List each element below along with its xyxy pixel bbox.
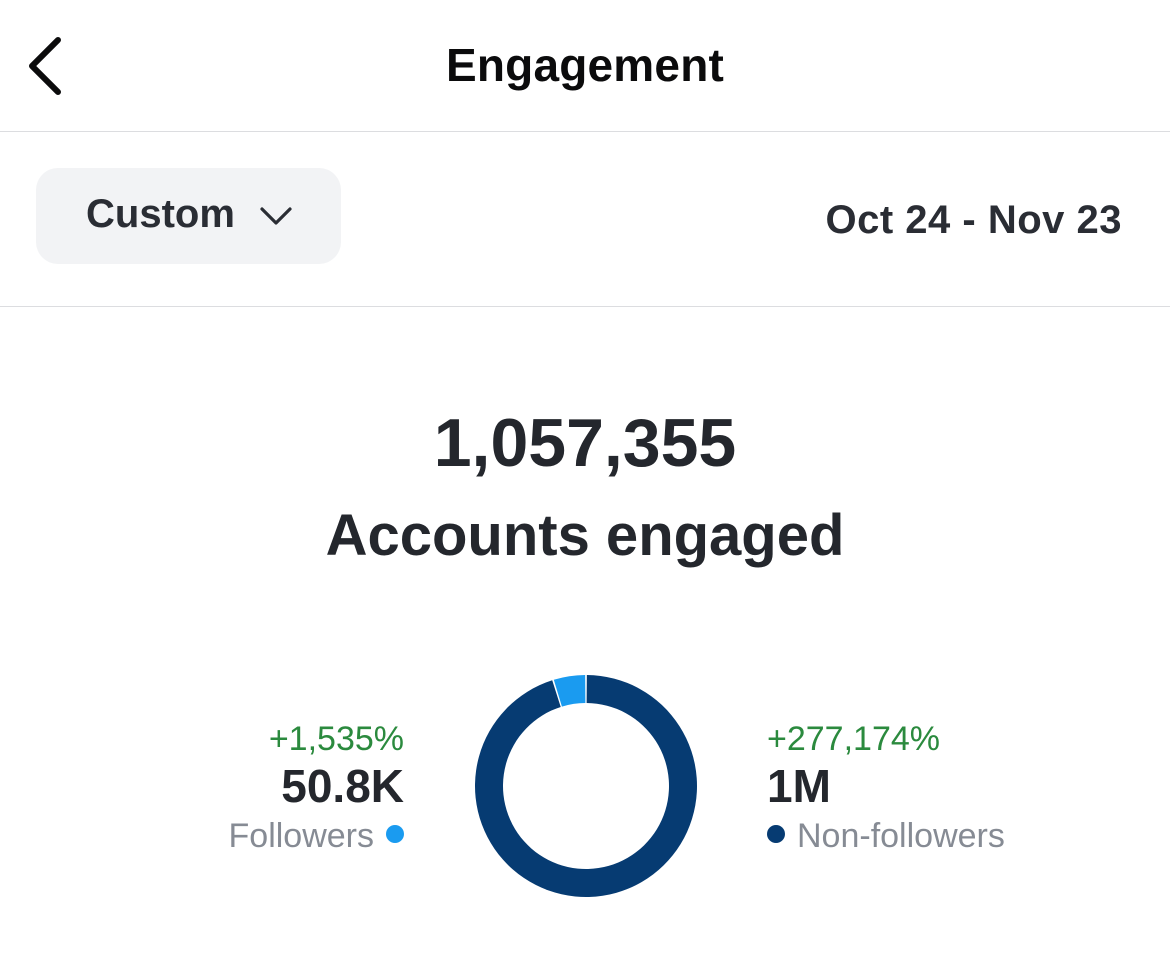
non-followers-label: Non-followers <box>797 817 1005 855</box>
engagement-donut-chart <box>475 675 697 897</box>
donut-slice-non-followers <box>475 675 697 897</box>
chevron-left-icon <box>29 37 61 95</box>
followers-stat: +1,535% 50.8K Followers <box>229 720 404 858</box>
chevron-down-icon <box>260 207 292 225</box>
donut-slice-followers <box>553 675 586 707</box>
date-range-text: Oct 24 - Nov 23 <box>825 198 1122 242</box>
date-range-dropdown[interactable]: Custom <box>36 168 341 264</box>
total-accounts-engaged: 1,057,355 <box>433 405 737 481</box>
non-followers-legend-dot <box>767 825 785 843</box>
followers-legend: Followers <box>229 814 404 858</box>
header-bar: Engagement <box>0 0 1170 132</box>
non-followers-legend: Non-followers <box>767 814 1005 858</box>
date-range-dropdown-label: Custom <box>86 192 235 236</box>
non-followers-stat: +277,174% 1M Non-followers <box>767 720 1005 858</box>
filter-bar: Custom Oct 24 - Nov 23 <box>0 132 1170 307</box>
total-accounts-engaged-label: Accounts engaged <box>325 503 845 568</box>
followers-label: Followers <box>228 817 374 855</box>
non-followers-change: +277,174% <box>767 720 940 758</box>
followers-change: +1,535% <box>268 720 404 758</box>
followers-legend-dot <box>386 825 404 843</box>
page-title: Engagement <box>445 39 725 91</box>
non-followers-value: 1M <box>767 760 831 812</box>
followers-value: 50.8K <box>281 760 404 812</box>
back-button[interactable] <box>14 28 78 104</box>
